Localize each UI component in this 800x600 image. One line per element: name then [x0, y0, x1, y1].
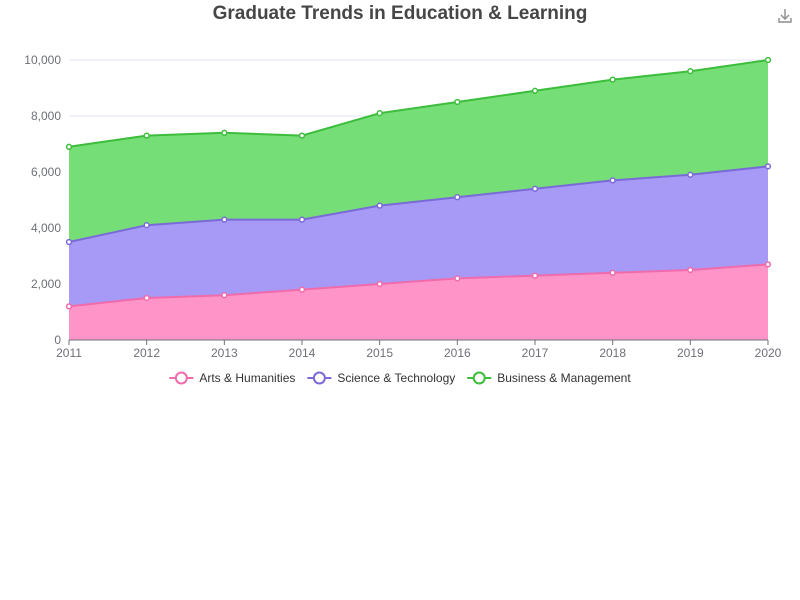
data-point[interactable]	[531, 272, 539, 279]
data-point[interactable]	[143, 294, 150, 302]
x-tick-label: 2011	[56, 346, 82, 360]
data-point[interactable]	[376, 110, 383, 117]
data-point[interactable]	[454, 98, 461, 106]
data-point[interactable]	[609, 177, 616, 184]
series-lines	[68, 59, 769, 308]
x-tick-label: 2019	[677, 346, 704, 360]
data-point[interactable]	[764, 163, 772, 170]
x-tick-label: 2020	[755, 346, 782, 360]
x-tick-label: 2018	[599, 346, 626, 360]
legend-item-0[interactable]: Arts & Humanities	[169, 371, 295, 385]
x-axis-labels: 2011 2012 2013 2014 2015 2016 2017 2018 2019 2020	[56, 346, 782, 360]
x-tick-label: 2016	[444, 346, 471, 360]
data-point[interactable]	[687, 68, 694, 75]
series-area-0	[69, 264, 768, 340]
chart-title: Graduate Trends in Education & Learning	[213, 3, 588, 24]
x-axis	[68, 339, 769, 345]
series-line-0	[68, 263, 769, 308]
y-tick-label: 2,000	[31, 277, 61, 291]
y-axis-labels: 0 2,000 4,000 6,000 8,000 10,000	[24, 53, 61, 347]
x-tick-label: 2015	[366, 346, 393, 360]
x-tick-label: 2017	[522, 346, 549, 360]
data-point[interactable]	[143, 222, 150, 229]
data-point[interactable]	[376, 202, 383, 209]
legend-marker	[312, 371, 326, 385]
legend-label: Business & Management	[497, 371, 631, 385]
data-point[interactable]	[221, 292, 228, 299]
series-line-1	[68, 165, 769, 243]
legend-label: Arts & Humanities	[199, 371, 295, 385]
legend-label: Science & Technology	[337, 371, 455, 385]
y-tick-label: 4,000	[31, 221, 61, 235]
y-tick-label: 0	[54, 333, 61, 347]
data-point[interactable]	[764, 56, 772, 64]
x-tick-label: 2012	[133, 346, 160, 360]
series-points	[65, 56, 772, 310]
data-point[interactable]	[609, 269, 616, 276]
data-point[interactable]	[764, 261, 772, 268]
legend-item-2[interactable]: Business & Management	[467, 371, 631, 385]
legend-marker	[174, 371, 188, 385]
data-point[interactable]	[221, 129, 228, 136]
legend-item-1[interactable]: Science & Technology	[307, 371, 455, 385]
legend-marker	[472, 371, 486, 385]
data-point[interactable]	[687, 171, 694, 178]
data-point[interactable]	[609, 76, 616, 83]
download-button[interactable]	[778, 9, 792, 23]
data-point[interactable]	[376, 280, 383, 288]
series-area-1	[69, 166, 768, 307]
data-point[interactable]	[65, 238, 73, 246]
data-point[interactable]	[65, 143, 73, 150]
data-point[interactable]	[298, 132, 306, 139]
series-area-2	[69, 60, 768, 242]
data-point[interactable]	[298, 286, 306, 293]
data-point[interactable]	[65, 303, 73, 310]
legend: Arts & Humanities Science & Technology Bus…	[169, 371, 631, 385]
data-point[interactable]	[454, 275, 461, 282]
data-point[interactable]	[298, 216, 306, 223]
data-point[interactable]	[687, 266, 694, 274]
y-tick-label: 10,000	[24, 53, 61, 67]
data-point[interactable]	[143, 132, 150, 139]
x-tick-label: 2014	[289, 346, 316, 360]
x-tick-label: 2013	[211, 346, 238, 360]
data-point[interactable]	[531, 87, 539, 94]
data-point[interactable]	[531, 185, 539, 192]
series-line-2	[68, 59, 769, 148]
series-areas	[69, 60, 768, 340]
data-point[interactable]	[221, 216, 228, 223]
y-tick-label: 6,000	[31, 165, 61, 179]
y-tick-label: 8,000	[31, 109, 61, 123]
download-icon	[778, 9, 792, 23]
data-point[interactable]	[454, 194, 461, 201]
